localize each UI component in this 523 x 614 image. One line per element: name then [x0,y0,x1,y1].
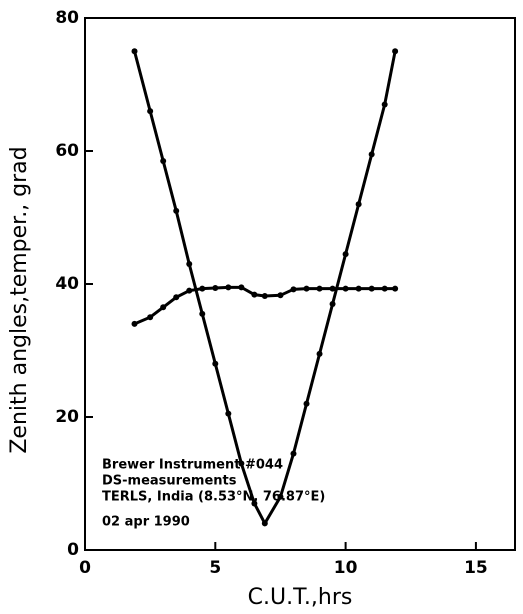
data-point [316,285,323,292]
data-point [173,294,180,301]
data-point [290,286,297,293]
data-point [147,314,154,321]
data-point [342,285,349,292]
x-tick-label: 0 [79,558,91,578]
x-tick-label: 5 [209,558,221,578]
data-point [225,284,232,291]
data-point [381,285,388,292]
data-point [261,520,268,527]
x-tick-label: 15 [464,558,488,578]
data-point [342,251,349,258]
annotation: DS-measurements [102,474,237,489]
data-point [251,500,258,507]
data-point [199,285,206,292]
annotation: TERLS, India (8.53°N, 76.87°E) [102,490,325,505]
data-point [225,410,232,417]
data-point [277,493,284,500]
y-tick-label: 40 [55,274,79,294]
y-tick-label: 0 [67,540,79,560]
data-point [368,285,375,292]
data-point [251,291,258,298]
data-point [131,320,138,327]
data-point [261,292,268,299]
y-axis-label: Zenith angles,temper., grad [7,146,32,453]
data-point [290,450,297,457]
annotation: 02 apr 1990 [102,515,190,530]
data-point [381,101,388,108]
data-point [329,285,336,292]
data-point [392,48,399,55]
x-axis-label: C.U.T.,hrs [248,585,353,610]
y-tick-label: 60 [55,141,79,161]
data-point [186,287,193,294]
data-point [303,285,310,292]
data-point [199,310,206,317]
data-point [212,360,219,367]
data-point [238,460,245,467]
data-point [238,284,245,291]
x-tick-label: 10 [334,558,358,578]
data-point [368,151,375,158]
y-tick-label: 20 [55,407,79,427]
data-point [303,400,310,407]
data-point [316,350,323,357]
data-point [160,157,167,164]
annotation: Brewer Instrument #044 [102,458,283,473]
data-point [186,261,193,268]
data-point [131,48,138,55]
data-point [173,207,180,214]
y-tick-label: 80 [55,8,79,28]
data-point [392,285,399,292]
series-line [133,285,396,326]
data-point [355,201,362,208]
data-point [212,284,219,291]
data-point [147,108,154,115]
data-point [355,285,362,292]
data-point [329,300,336,307]
data-point [160,304,167,311]
data-point [277,292,284,299]
